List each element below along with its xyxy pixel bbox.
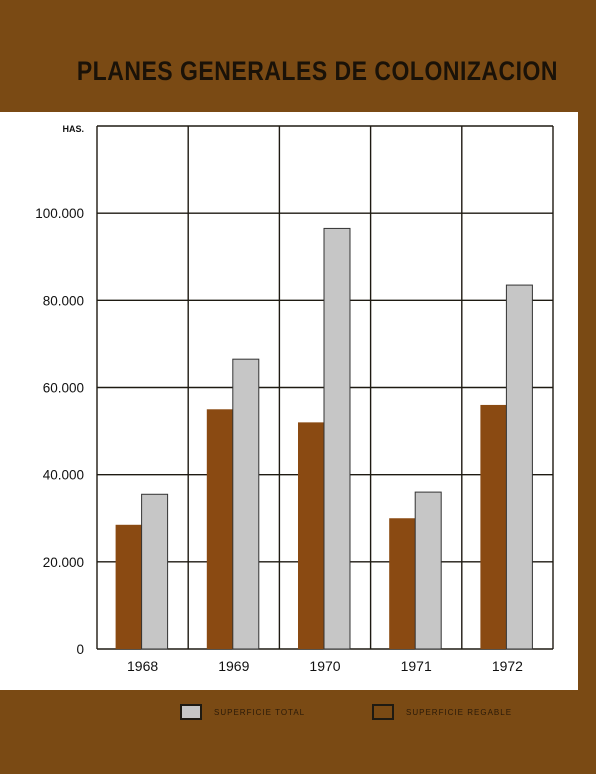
bar-superficie-regable xyxy=(115,524,142,649)
legend-item-regable: SUPERFICIE REGABLE xyxy=(372,697,512,727)
bar-superficie-total xyxy=(323,227,351,650)
y-tick-label: 80.000 xyxy=(43,293,84,308)
y-axis-label: HAS. xyxy=(62,124,84,134)
chart-panel: 0 20.000 40.000 60.000 80.000 100.000 HAS. 1968… xyxy=(0,112,578,690)
x-tick-label: 1970 xyxy=(309,658,340,674)
bar-chart: 0 20.000 40.000 60.000 80.000 100.000 HAS. 1968… xyxy=(35,124,554,674)
x-tick-label: 1969 xyxy=(218,658,249,674)
bar-superficie-total xyxy=(141,493,169,650)
legend-item-total: SUPERFICIE TOTAL xyxy=(180,697,305,727)
y-tick-label: 60.000 xyxy=(43,381,84,396)
y-tick-label: 20.000 xyxy=(43,555,84,570)
legend-swatch-total xyxy=(180,704,202,720)
bar-superficie-regable xyxy=(389,518,416,649)
legend-swatch-regable xyxy=(372,704,394,720)
bar-superficie-total xyxy=(414,491,442,650)
y-tick-label: 100.000 xyxy=(35,206,84,221)
bar-superficie-total xyxy=(232,358,260,650)
bar-superficie-regable xyxy=(298,422,324,649)
legend: SUPERFICIE TOTAL SUPERFICIE REGABLE xyxy=(0,697,596,727)
bar-superficie-regable xyxy=(206,409,233,649)
bar-superficie-total xyxy=(505,284,533,650)
chart-title: PLANES GENERALES DE COLONIZACION xyxy=(76,55,558,86)
bar-superficie-regable xyxy=(480,404,507,649)
y-tick-label: 40.000 xyxy=(43,468,84,483)
x-tick-label: 1972 xyxy=(492,658,523,674)
x-tick-label: 1968 xyxy=(127,658,158,674)
legend-label-regable: SUPERFICIE REGABLE xyxy=(406,707,513,717)
y-tick-label: 0 xyxy=(76,642,84,657)
x-tick-label: 1971 xyxy=(401,658,432,674)
legend-label-total: SUPERFICIE TOTAL xyxy=(214,707,306,717)
